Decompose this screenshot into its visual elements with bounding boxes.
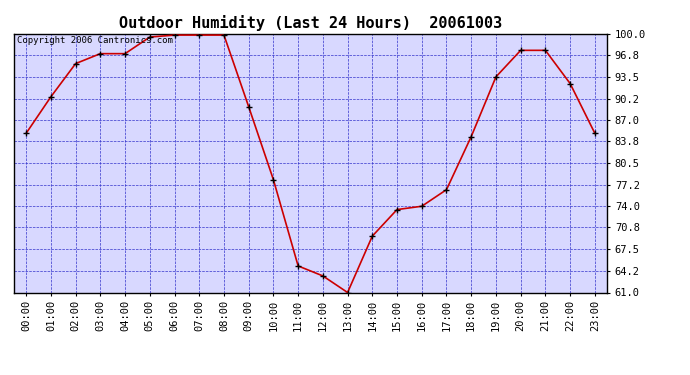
Title: Outdoor Humidity (Last 24 Hours)  20061003: Outdoor Humidity (Last 24 Hours) 2006100… <box>119 15 502 31</box>
Text: Copyright 2006 Cantronics.com: Copyright 2006 Cantronics.com <box>17 36 172 45</box>
